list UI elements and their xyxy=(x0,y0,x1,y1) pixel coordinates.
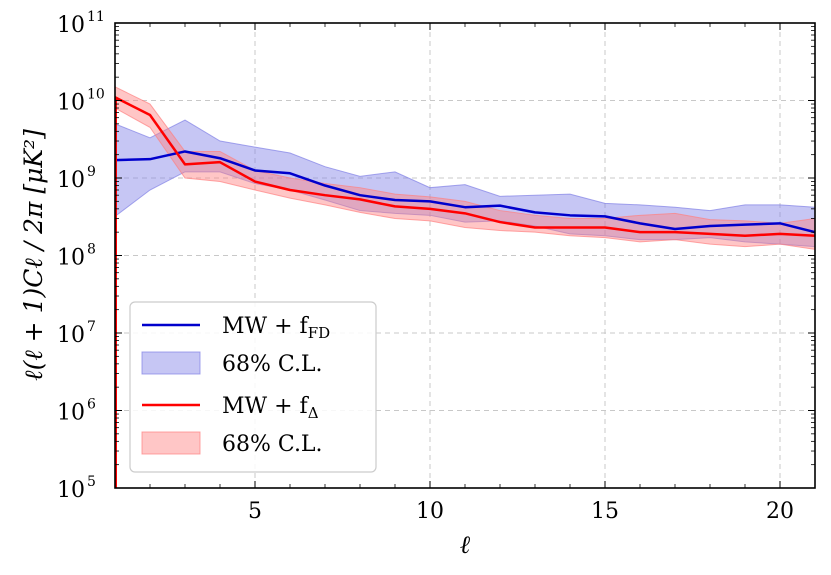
y-tick-label-7: 10 xyxy=(57,323,85,348)
y-tick-label-5: 10 xyxy=(57,478,85,503)
legend-entry-mw-ffd: MW + fFD xyxy=(222,314,330,342)
legend-entry-band-fdelta: 68% C.L. xyxy=(222,432,323,457)
legend-band-swatch-mw-fdelta xyxy=(141,431,201,455)
x-axis-label: ℓ xyxy=(460,530,471,559)
confidence-bands xyxy=(115,86,815,250)
y-tick-exponent-7: 7 xyxy=(87,319,96,335)
y-tick-exponent-5: 5 xyxy=(87,474,96,490)
x-tick-labels: 5 10 15 20 xyxy=(248,499,794,524)
y-axis-label: ℓ(ℓ + 1)Cℓ / 2π [μK²] xyxy=(19,129,48,381)
y-tick-label-6: 10 xyxy=(57,401,85,426)
x-tick-label-5: 5 xyxy=(248,499,262,524)
legend-entry-mw-fdelta-sub: Δ xyxy=(308,404,319,422)
y-tick-label-11: 10 xyxy=(57,13,85,38)
legend-entry-mw-ffd-sub: FD xyxy=(308,324,330,342)
line-series-1 xyxy=(115,96,815,237)
y-tick-label-8: 10 xyxy=(57,246,85,271)
x-tick-label-10: 10 xyxy=(416,499,444,524)
legend: MW + fFD 68% C.L. MW + fΔ 68% C.L. xyxy=(129,301,377,473)
legend-entry-mw-fdelta: MW + fΔ xyxy=(222,394,319,422)
legend-entry-band-ffd: 68% C.L. xyxy=(222,352,323,377)
axis-ticks xyxy=(114,22,816,489)
y-tick-exponent-8: 8 xyxy=(87,242,96,258)
legend-entry-mw-fdelta-main: MW + f xyxy=(222,394,310,419)
line-series-0 xyxy=(115,150,815,234)
y-tick-label-9: 10 xyxy=(57,168,85,193)
y-tick-exponent-6: 6 xyxy=(87,397,96,413)
y-tick-exponent-10: 10 xyxy=(87,87,105,103)
y-tick-exponent-9: 9 xyxy=(87,164,96,180)
x-tick-label-20: 20 xyxy=(766,499,794,524)
band-series-1 xyxy=(115,86,815,250)
legend-frame xyxy=(129,301,377,473)
y-tick-exponent-11: 11 xyxy=(87,9,105,25)
x-tick-label-15: 15 xyxy=(591,499,619,524)
legend-entry-mw-ffd-main: MW + f xyxy=(222,314,310,339)
y-tick-label-10: 10 xyxy=(57,91,85,116)
legend-band-swatch-mw-ffd xyxy=(141,351,201,375)
